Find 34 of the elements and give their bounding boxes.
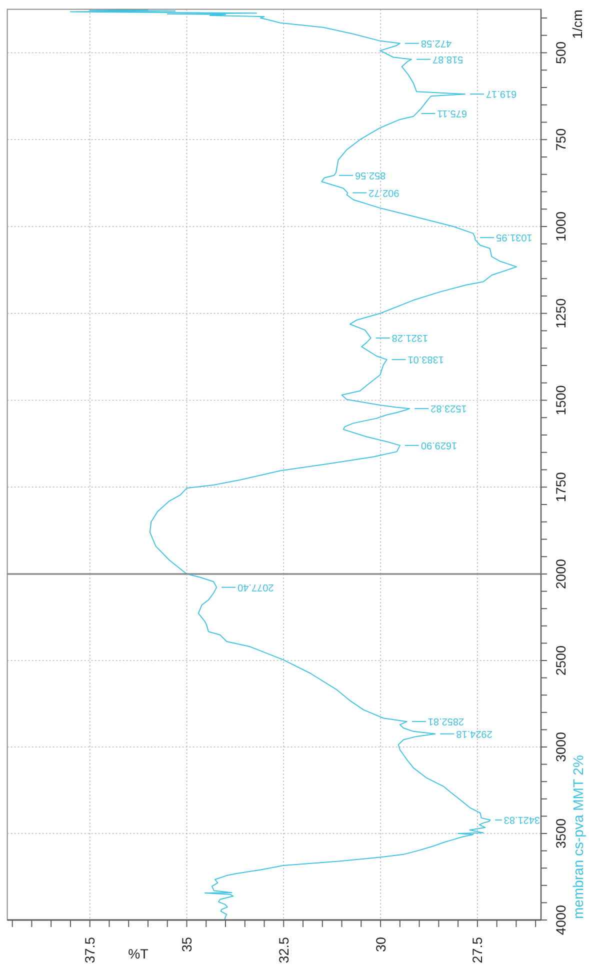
annotation: 3421.83 [503,814,540,826]
y-tick-label: 3000 [554,732,569,762]
y-tick-label: 2000 [554,558,569,590]
x-axis-title: %T [128,946,148,962]
y-tick-label: 3500 [554,818,569,849]
y-tick-label: 1500 [554,385,569,416]
text: membran cs-pva MMT 2% [570,755,586,919]
annotation: 472.58 [420,38,452,49]
annotation: 619.17 [486,88,517,100]
y-tick-label: 500 [554,41,569,64]
annotation: 852.56 [354,170,386,181]
y-tick-label: 1000 [554,211,569,242]
y-tick-label: 4000 [554,904,569,936]
annotation: 2077.40 [237,582,274,593]
annotation: 2924.18 [456,728,492,740]
y-tick-label: 750 [554,128,569,151]
y-axis-title: 1/cm [570,10,586,39]
x-tick-label: 27.5 [470,937,486,964]
annotation: 1321.28 [391,332,428,344]
y-tick-label: 2500 [554,645,569,676]
annotation: 675.11 [436,108,468,120]
x-tick-label: 32.5 [276,937,292,964]
x-tick-label: 35 [179,937,194,952]
x-tick-label: 37.5 [82,937,98,964]
x-tick-label: 30 [373,937,388,952]
annotation: 1383.01 [407,354,444,366]
annotation: 518.87 [432,54,464,65]
y-tick-label: 1250 [554,298,569,328]
annotation: 1629.90 [420,440,458,451]
y-tick-label: 1750 [554,472,569,502]
annotation: 1523.82 [430,403,467,414]
annotation: 2852.81 [427,716,464,728]
annotation: 902.72 [368,187,400,198]
annotation: 1031.95 [496,232,532,244]
